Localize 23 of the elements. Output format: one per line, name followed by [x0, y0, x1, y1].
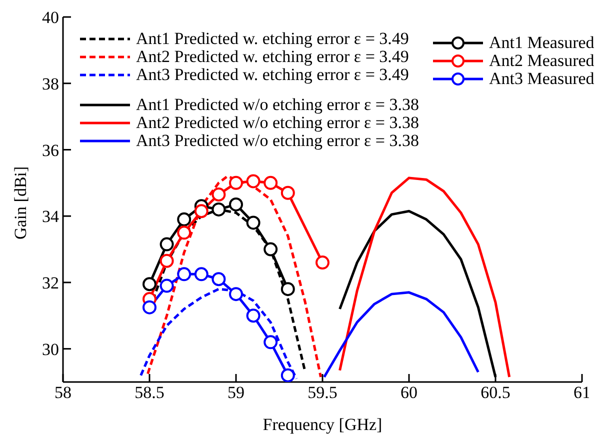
x-tick-label: 59.5	[308, 383, 338, 402]
legend-label: Ant3 Predicted w/o etching error ε = 3.38	[136, 131, 419, 150]
legend-label: Ant3 Measured	[489, 69, 594, 88]
x-tick-label: 58.5	[134, 383, 164, 402]
y-tick-label: 30	[42, 340, 59, 359]
legend-label: Ant2 Measured	[489, 51, 594, 70]
y-tick-label: 36	[42, 140, 59, 160]
x-tick-label: 60	[400, 383, 418, 402]
legend-label: Ant2 Predicted w/o etching error ε = 3.38	[136, 113, 419, 132]
legend-label: Ant3 Predicted w. etching error ε = 3.49	[136, 65, 409, 84]
x-tick-label: 58	[54, 383, 72, 402]
legend-label: Ant1 Predicted w/o etching error ε = 3.38	[136, 95, 419, 114]
legend-label: Ant1 Predicted w. etching error ε = 3.49	[136, 29, 409, 48]
legend-label: Ant1 Measured	[489, 33, 594, 52]
legend-label: Ant2 Predicted w. etching error ε = 3.49	[136, 47, 409, 66]
y-axis-title: Gain [dBi]	[11, 166, 30, 240]
x-axis-title: Frequency [GHz]	[262, 415, 382, 434]
y-tick-label: 34	[42, 207, 60, 226]
y-tick-label: 32	[42, 273, 59, 292]
y-tick-label: 38	[42, 74, 59, 94]
x-tick-label: 60.5	[480, 383, 510, 402]
y-tick-label: 40	[42, 8, 59, 28]
x-tick-label: 59	[228, 383, 244, 402]
